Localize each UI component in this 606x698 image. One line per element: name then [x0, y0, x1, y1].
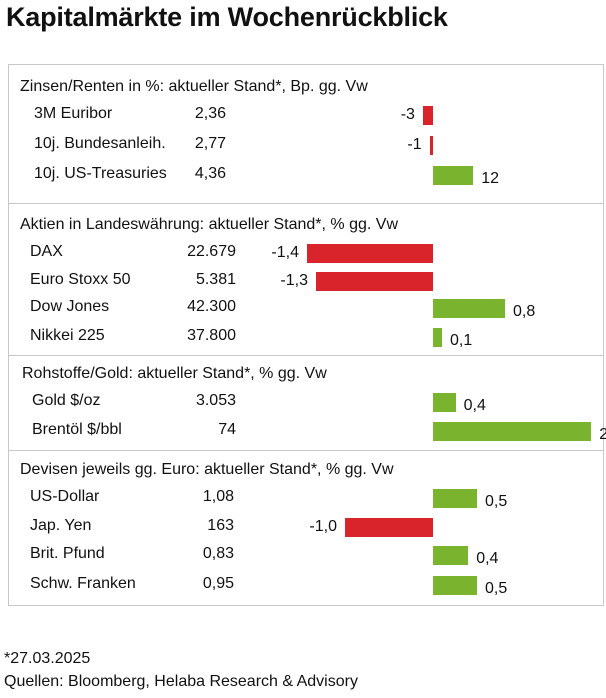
date-note: *27.03.2025	[4, 650, 91, 667]
data-label: 0,4	[476, 550, 499, 567]
row-label: Schw. Franken	[30, 575, 136, 592]
row-level: 3.053	[195, 392, 236, 409]
data-label: 2,8	[599, 426, 606, 443]
section-title: Aktien in Landeswährung: aktueller Stand…	[20, 216, 399, 233]
chart-frame	[8, 64, 604, 606]
row-label: Euro Stoxx 50	[30, 271, 131, 288]
data-label: -1,0	[309, 518, 337, 535]
data-label: 12	[481, 170, 499, 187]
row-level: 0,83	[202, 545, 234, 562]
row-label: Dow Jones	[30, 298, 110, 315]
page-title: Kapitalmärkte im Wochenrückblick	[6, 2, 448, 32]
bar	[433, 576, 477, 595]
row-level: 163	[207, 517, 234, 534]
row-label: 10j. US-Treasuries	[34, 165, 167, 182]
bar	[433, 393, 456, 412]
bar	[307, 244, 433, 263]
row-label: 3M Euribor	[34, 105, 113, 122]
row-level: 4,36	[194, 165, 226, 182]
bar	[345, 518, 433, 537]
data-label: 0,4	[463, 397, 486, 414]
row-level: 22.679	[187, 243, 236, 260]
bar	[433, 546, 469, 565]
row-label: DAX	[30, 243, 63, 260]
data-label: 0,5	[485, 580, 508, 597]
row-label: Nikkei 225	[30, 327, 105, 344]
bar	[433, 299, 505, 318]
data-label: -3	[400, 106, 415, 123]
bar	[433, 166, 474, 185]
row-label: Gold $/oz	[32, 392, 101, 409]
section-divider	[8, 355, 604, 356]
row-level: 1,08	[202, 488, 234, 505]
data-label: 0,8	[513, 303, 536, 320]
row-level: 74	[218, 421, 236, 438]
data-label: 0,5	[485, 493, 508, 510]
row-level: 2,77	[194, 135, 226, 152]
section-divider	[8, 450, 604, 451]
row-level: 5.381	[195, 271, 236, 288]
bar	[433, 422, 592, 441]
row-level: 2,36	[194, 105, 226, 122]
section-divider	[8, 203, 604, 204]
section-title: Rohstoffe/Gold: aktueller Stand*, % gg. …	[22, 365, 327, 382]
bar	[433, 328, 442, 347]
data-label: -1,4	[271, 244, 299, 261]
bar	[316, 272, 433, 291]
section-title: Zinsen/Renten in %: aktueller Stand*, Bp…	[20, 78, 368, 95]
row-level: 42.300	[187, 298, 236, 315]
section-title: Devisen jeweils gg. Euro: aktueller Stan…	[20, 461, 394, 478]
sources-note: Quellen: Bloomberg, Helaba Research & Ad…	[4, 673, 358, 690]
bar	[433, 489, 477, 508]
bar	[422, 106, 433, 125]
data-label: -1	[407, 136, 422, 153]
row-label: Brit. Pfund	[30, 545, 105, 562]
row-level: 37.800	[187, 327, 236, 344]
row-level: 0,95	[202, 575, 234, 592]
data-label: -1,3	[280, 272, 308, 289]
row-label: Brentöl $/bbl	[32, 421, 122, 438]
row-label: US-Dollar	[30, 488, 100, 505]
bar	[429, 136, 433, 155]
row-label: 10j. Bundesanleih.	[34, 135, 166, 152]
data-label: 0,1	[450, 332, 473, 349]
row-label: Jap. Yen	[30, 517, 92, 534]
